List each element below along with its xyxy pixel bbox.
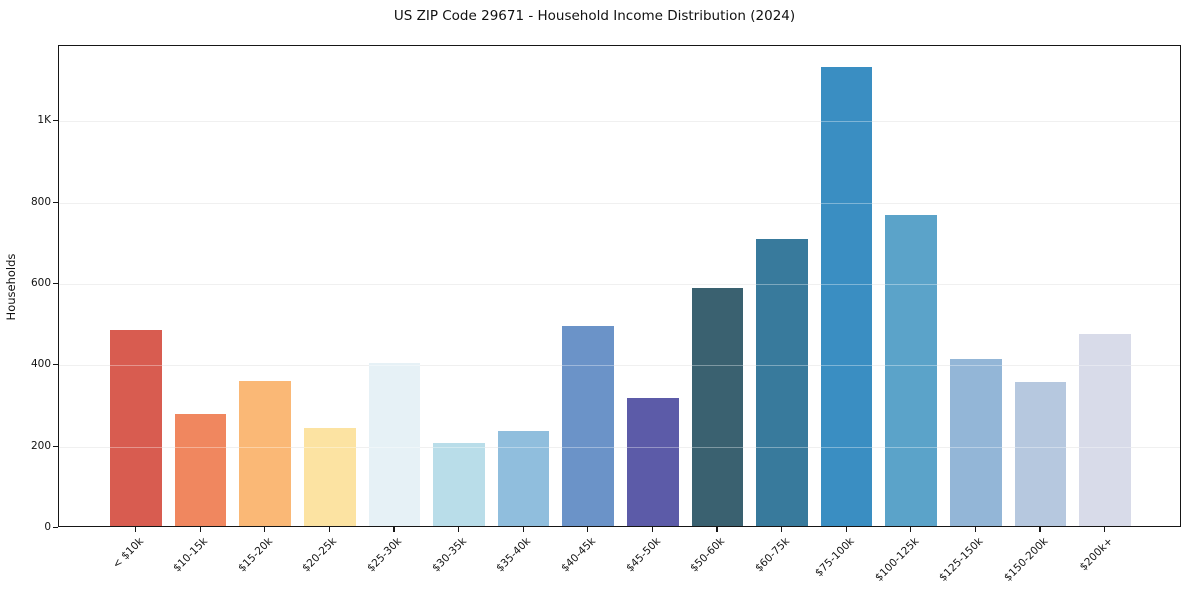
bar	[433, 442, 485, 526]
y-tick-label: 600	[30, 276, 51, 289]
bar	[885, 215, 938, 526]
x-tick-label: $15-20k	[235, 535, 275, 575]
gridline-overlay	[59, 121, 1180, 123]
x-tick-mark	[781, 527, 783, 532]
bar	[626, 398, 679, 526]
x-tick-label: $150-200k	[1001, 535, 1051, 584]
x-tick-label: $35-40k	[494, 535, 534, 575]
x-tick-mark	[587, 527, 589, 532]
bar	[756, 238, 808, 526]
bar	[820, 67, 873, 526]
y-tick-mark	[53, 120, 58, 122]
x-tick-label: $40-45k	[558, 535, 598, 575]
x-tick-mark	[522, 527, 524, 532]
x-tick-mark	[1104, 527, 1106, 532]
x-tick-mark	[264, 527, 266, 532]
bar	[691, 287, 744, 526]
gridline-overlay	[59, 365, 1180, 367]
gridline	[59, 121, 1180, 123]
gridline	[59, 365, 1180, 367]
x-tick-label: $30-35k	[429, 535, 469, 575]
y-tick-mark	[53, 445, 58, 447]
x-tick-mark	[974, 527, 977, 532]
plot-area	[58, 45, 1181, 527]
bar	[368, 362, 421, 526]
x-tick-label: $25-30k	[365, 535, 405, 575]
x-tick-label: $100-125k	[872, 535, 922, 584]
bar	[1079, 333, 1131, 526]
y-tick-mark	[53, 282, 58, 285]
y-tick-label: 1K	[37, 114, 51, 127]
x-tick-label: < $10k	[110, 535, 146, 571]
gridline-overlay	[59, 202, 1180, 204]
x-tick-label: $50-60k	[688, 535, 728, 575]
bar	[950, 359, 1002, 526]
x-tick-mark	[651, 527, 653, 532]
bar	[239, 380, 291, 526]
gridline	[59, 283, 1180, 285]
y-tick-label: 200	[30, 439, 51, 452]
x-tick-label: $60-75k	[752, 535, 792, 575]
y-tick-mark	[53, 527, 58, 529]
gridline-overlay	[59, 283, 1180, 285]
bar	[110, 330, 162, 526]
bar	[174, 414, 227, 526]
bar	[562, 326, 615, 526]
y-tick-mark	[53, 364, 58, 366]
x-tick-mark	[134, 527, 137, 532]
bar	[497, 430, 550, 526]
x-tick-label: $10-15k	[171, 535, 211, 575]
x-tick-label: $20-25k	[300, 535, 340, 575]
x-tick-mark	[716, 527, 718, 532]
x-tick-mark	[910, 527, 912, 532]
x-tick-mark	[1039, 527, 1041, 532]
x-tick-mark	[199, 527, 201, 532]
x-tick-label: $45-50k	[623, 535, 663, 575]
x-tick-mark	[457, 527, 460, 532]
gridline	[59, 446, 1180, 448]
x-tick-mark	[328, 527, 330, 532]
y-tick-label: 0	[44, 521, 51, 533]
chart-title: US ZIP Code 29671 - Household Income Dis…	[393, 8, 796, 24]
gridline	[59, 202, 1180, 204]
x-tick-label: $125-150k	[937, 535, 986, 584]
y-tick-mark	[53, 201, 58, 203]
gridline-overlay	[59, 446, 1180, 448]
y-tick-label: 400	[30, 358, 51, 371]
x-tick-mark	[393, 527, 395, 532]
y-tick-label: 800	[30, 195, 51, 208]
bar	[303, 428, 356, 526]
x-tick-label: $75-100k	[812, 535, 857, 580]
x-tick-mark	[845, 527, 847, 532]
bar	[1014, 381, 1067, 526]
x-tick-label: $200k+	[1076, 535, 1115, 574]
